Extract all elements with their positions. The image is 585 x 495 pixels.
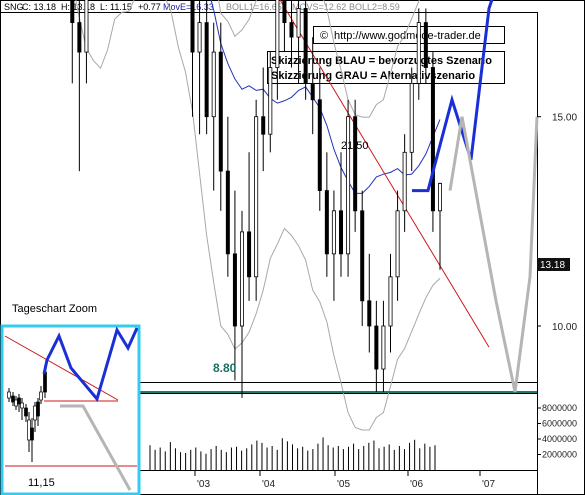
header-close: C: 13.18 [22,2,56,12]
zoom-price-label: 11,15 [28,477,55,489]
candle-body [282,0,287,23]
legend-blue-scenario: Skizzierung BLAU = bevorzugtes Szenario [271,55,492,67]
header-bollinger-lower: BOLL2=8.59 [349,2,400,12]
last-price-badge: 13.18 [537,258,570,271]
candle-body [395,210,400,278]
zoom-candle-body [20,402,24,409]
candle-body [367,300,372,327]
time-tick-label: '05 [337,479,350,490]
time-tick-label: '06 [410,479,423,490]
candle-body [381,325,386,370]
candle-body [437,183,442,212]
candle-body [374,325,379,370]
candle-body [409,82,414,153]
zoom-candle-body [24,407,28,417]
candle-body [261,116,266,135]
volume-tick-label: 2000000 [542,450,577,460]
moving-average-path [210,0,441,194]
legend-gray-scenario: Skizzierung GRAU = Alternativszenario [271,70,475,82]
header-high: H: 13.18 [61,2,95,12]
volume-tick-label: 4000000 [542,434,577,444]
header-low: L: 11.15 [100,2,132,12]
candle-body [225,170,230,255]
price-levels [140,0,537,393]
support-label: 8.80 [213,361,237,375]
zoom-blue-scenario [42,326,139,403]
candle-body [423,22,428,68]
candle-body [303,8,308,84]
candle-body [402,151,407,212]
scenario-sketches [412,0,539,393]
volume-bars: 2000000 4000000 6000000 8000000 [149,403,577,470]
zoom-content [4,326,139,491]
price-tick-label: 10.00 [552,322,577,333]
candle-body [232,253,237,327]
time-tick-label: '03 [197,479,210,490]
candle-body [353,116,358,212]
zoom-gray-scenario [60,404,132,491]
candle-body [388,276,393,327]
header-moving-average: MovE=16.33 [163,2,214,12]
chart-header: SNG C: 13.18 H: 13.18 L: 11.15 +0.77 Mov… [4,2,400,12]
zoom-candle-body [27,419,31,441]
candle-body [218,51,223,172]
candle-body [239,231,244,327]
volume-tick-label: 6000000 [542,419,577,429]
candle-body [77,22,82,53]
candle-body [296,8,301,38]
candle-body [204,22,209,118]
zoom-title: Tageschart Zoom [12,303,97,315]
candle-body [360,210,365,302]
header-movs: MOVS=12.62 [292,2,346,12]
zoom-candle-body [36,401,40,417]
candle-body [190,0,195,53]
candle-body [416,22,421,84]
candle-body [331,210,336,255]
candle-body [338,210,343,255]
zoom-candle-body [30,427,34,441]
zoom-candle-body [43,371,47,393]
copyright-box: © http://www.godmode-trader.de [313,26,505,44]
volume-tick-label: 8000000 [542,403,577,413]
time-tick-label: '04 [262,479,275,490]
candle-body [317,99,322,191]
time-axis: '03 '04 '05 '06 '07 [194,471,495,490]
zoom-candle-body [7,391,11,399]
candle-body [430,67,435,212]
zoom-candle-body [33,405,37,421]
candle-body [346,116,351,255]
candle-body [324,190,329,255]
zoom-candle-body [14,399,18,407]
price-tick-label: 15.00 [552,113,577,124]
copyright-url: http://www.godmode-trader.de [334,30,481,42]
gray-scenario-path [448,116,539,393]
candle-body [275,0,280,68]
candles [70,0,442,398]
candle-body [70,0,75,23]
candle-body [268,67,273,135]
scenario-legend: Skizzierung BLAU = bevorzugtes Szenario … [267,51,505,84]
candle-body [197,22,202,53]
candle-body [84,0,89,53]
candle-body [247,231,252,278]
zoom-candle-body [11,395,15,403]
time-tick-label: '07 [482,479,495,490]
zoom-inset: Tageschart Zoom 11,15 [0,303,141,495]
candle-body [211,51,216,118]
last-price-value: 13.18 [540,260,565,271]
zoom-candle-body [17,397,21,405]
header-change: +0.77 [138,2,161,12]
candle-body [310,82,315,101]
candle-body [289,22,294,38]
header-ticker: SNG [4,2,24,12]
moving-average-line [210,0,441,194]
trend-line [279,0,490,348]
resistance-label: 21,50 [341,140,369,152]
candle-body [254,116,259,278]
zoom-candle-body [39,391,43,401]
bollinger-upper [218,0,420,118]
copyright-icon: © [320,30,328,42]
